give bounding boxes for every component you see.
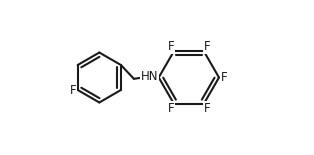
Text: HN: HN <box>140 70 158 83</box>
Text: F: F <box>204 40 210 53</box>
Text: F: F <box>69 84 76 97</box>
Text: F: F <box>204 102 210 115</box>
Text: F: F <box>221 71 228 84</box>
Text: F: F <box>167 40 174 53</box>
Text: F: F <box>167 102 174 115</box>
